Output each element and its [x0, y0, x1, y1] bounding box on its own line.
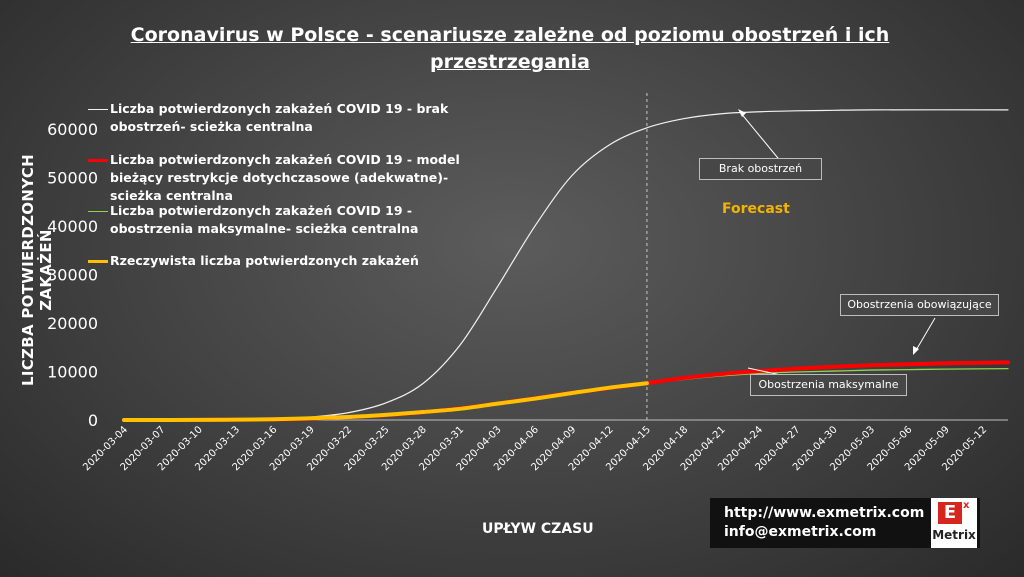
logo-letter: E — [938, 502, 962, 524]
series-rzeczywista — [122, 381, 649, 422]
brak-arrow-head — [738, 109, 746, 117]
x-axis-label: UPŁYW CZASU — [482, 521, 594, 537]
logo-superscript: x — [963, 500, 970, 511]
y-tick-label: 20000 — [47, 314, 98, 333]
y-axis-label: LICZBA POTWIERDZONYCH ZAKAŻEŃ — [19, 154, 55, 387]
legend-swatch — [88, 260, 108, 263]
legend-swatch — [88, 159, 108, 162]
y-tick-label: 60000 — [47, 120, 98, 139]
legend-swatch — [88, 109, 108, 110]
y-tick-label: 40000 — [47, 217, 98, 236]
callout-brak-obostrzen: Brak obostrzeń — [699, 158, 822, 180]
email-link[interactable]: info@exmetrix.com — [724, 524, 877, 540]
legend-swatch — [88, 211, 108, 212]
legend-label: Rzeczywista liczba potwierdzonych zakaże… — [110, 253, 419, 268]
obowiazujace-arrow — [914, 317, 936, 353]
legend-label: Liczba potwierdzonych zakażeń COVID 19 -… — [110, 101, 449, 134]
obowiazujace-arrow-head — [913, 346, 919, 355]
y-tick-label: 10000 — [47, 363, 98, 382]
y-tick-label: 50000 — [47, 169, 98, 188]
y-tick-label: 30000 — [47, 266, 98, 285]
legend-label: Liczba potwierdzonych zakażeń COVID 19 -… — [110, 152, 460, 203]
exmetrix-logo: E x Metrix — [931, 498, 977, 548]
callout-obostrzenia-maksymalne: Obostrzenia maksymalne — [750, 374, 907, 396]
website-link[interactable]: http://www.exmetrix.com — [724, 505, 925, 521]
legend-label: Liczba potwierdzonych zakażeń COVID 19 -… — [110, 203, 419, 236]
chart-title-line-1: Coronavirus w Polsce - scenariusze zależ… — [130, 24, 890, 46]
chart-title-line-2: przestrzegania — [430, 51, 590, 73]
brak-arrow — [739, 111, 783, 164]
callout-obostrzenia-obowiazujace: Obostrzenia obowiązujące — [840, 294, 999, 316]
forecast-label: Forecast — [722, 201, 790, 217]
y-tick-label: 0 — [88, 411, 98, 430]
logo-name: Metrix — [932, 528, 976, 542]
